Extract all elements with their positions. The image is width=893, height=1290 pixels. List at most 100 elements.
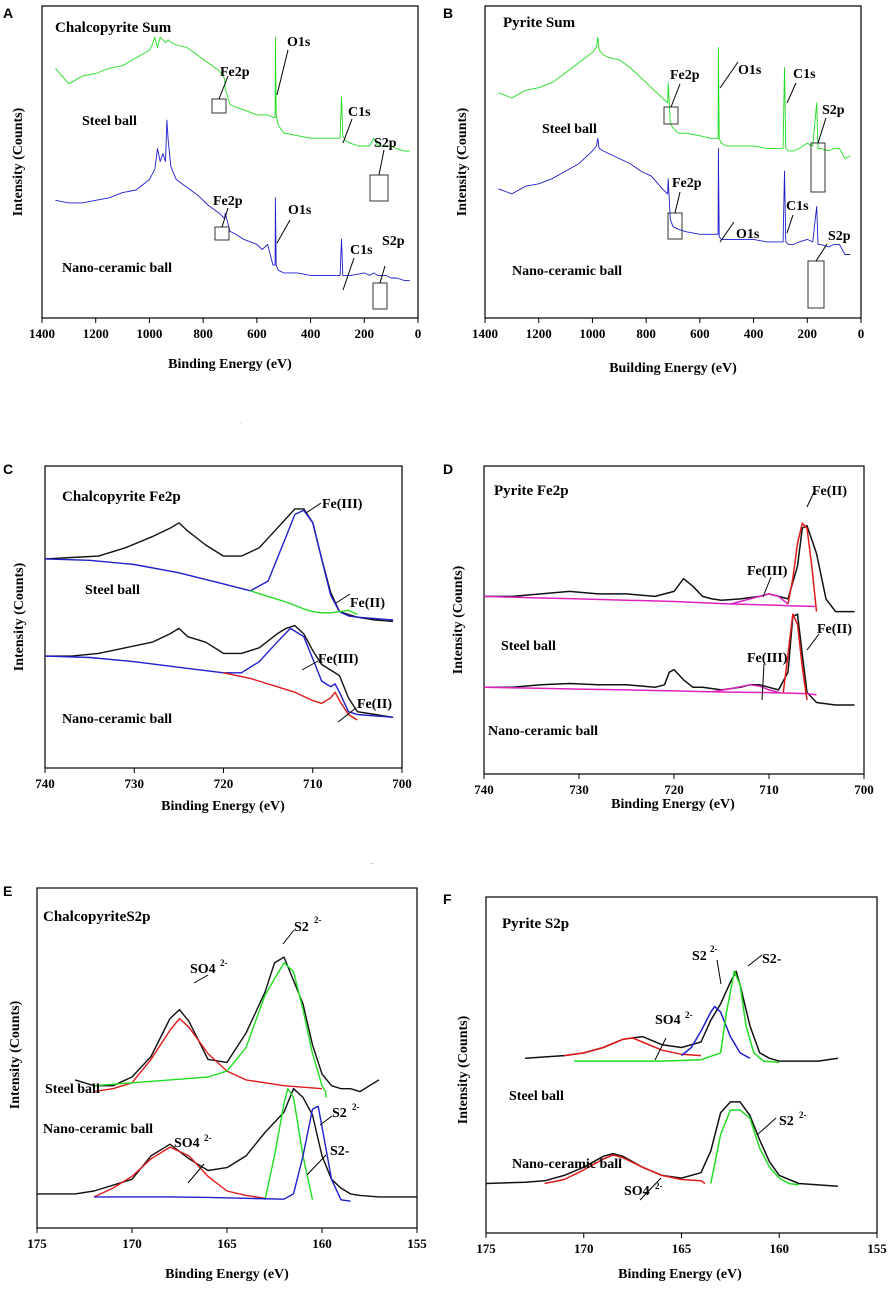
annotation-fe2-steel-d: Fe(II) <box>812 484 847 499</box>
x-tick-label-a-7: 0 <box>415 326 422 341</box>
label-nano-ceramic-e: Nano-ceramic ball <box>43 1122 153 1137</box>
annotation-box-fe2p-nano-a <box>214 226 230 241</box>
annotation-c1s-nano-b: C1s <box>786 199 809 214</box>
x-tick-label-d-4: 700 <box>854 782 874 797</box>
annotation-box-s2p-nano-b <box>807 260 825 309</box>
series-line-c-3 <box>45 624 394 718</box>
annotation-fe3-steel-c: Fe(III) <box>322 497 363 512</box>
label-steel-ball-a: Steel ball <box>82 114 137 129</box>
series-line-f-6 <box>710 1109 799 1186</box>
annotation-arrow-fe2p-nano-b <box>674 191 681 214</box>
panel-letter-e: E <box>3 883 12 899</box>
x-tick-label-a-4: 600 <box>247 326 267 341</box>
annotation-so4-charge-nano-f: 2- <box>655 1181 663 1191</box>
annotation-arrow-s2p-nano-a <box>379 265 386 284</box>
annotation-so4-nano-e: SO4 <box>174 1136 200 1151</box>
ticks-layer-a: 1400 1200 1000 800 600 400 200 0 <box>29 318 421 341</box>
annotation-arrow-fe3-nano-d <box>761 663 765 701</box>
annotation-fe2p-steel-a: Fe2p <box>220 65 250 80</box>
x-tick-label-f-1: 170 <box>574 1241 594 1256</box>
annotation-so4-charge-steel-e: 2- <box>220 958 228 968</box>
annotation-arrow-fe2-nano-c <box>337 707 357 723</box>
series-line-d-1 <box>483 595 817 608</box>
x-tick-label-d-3: 710 <box>759 782 779 797</box>
label-nano-ceramic-c: Nano-ceramic ball <box>62 712 172 727</box>
series-line-b-1 <box>498 137 851 255</box>
annotation-so4-nano-f: SO4 <box>624 1184 650 1199</box>
label-steel-ball-f: Steel ball <box>509 1089 564 1104</box>
x-tick-label-e-1: 170 <box>122 1236 142 1251</box>
series-line-f-4 <box>485 1101 838 1188</box>
panel-f: 175 170 165 160 155 Pyrite S2p Binding Energ… <box>456 896 887 1282</box>
chart-title-e: ChalcopyriteS2p <box>43 909 151 925</box>
series-line-c-1 <box>44 509 394 621</box>
series-line-f-5 <box>544 1154 706 1185</box>
x-tick-label-b-6: 200 <box>798 326 818 341</box>
x-axis-label-f: Binding Energy (eV) <box>618 1267 742 1282</box>
annotation-arrow-s2-steel-e <box>282 929 295 945</box>
annotation-arrow-c1s-steel-b <box>786 82 797 104</box>
plot-frame-a <box>41 5 419 319</box>
x-tick-label-f-4: 155 <box>867 1241 887 1256</box>
annotation-arrow-so4-steel-f <box>654 1037 667 1061</box>
x-tick-label-d-1: 730 <box>569 782 589 797</box>
plot-frame-b <box>484 5 862 319</box>
x-axis-label-b: Building Energy (eV) <box>609 361 737 376</box>
plot-frame-f <box>485 896 878 1234</box>
y-axis-label-f: Intensity (Counts) <box>456 1015 471 1124</box>
annotation-arrow-s2-steel-f <box>716 959 722 985</box>
annotation-c1s-nano-a: C1s <box>350 243 373 258</box>
x-tick-label-e-4: 155 <box>407 1236 427 1251</box>
y-axis-label-b: Intensity (Counts) <box>455 107 470 216</box>
ticks-layer-c: 740 730 720 710 700 <box>35 768 412 791</box>
series-line-e-6 <box>94 1105 351 1202</box>
annotation-arrow-c1s-nano-a <box>342 257 355 291</box>
annotation-fe2p-nano-a: Fe2p <box>213 194 243 209</box>
panel-b: 1400 1200 1000 800 600 400 200 0 Pyrite Sum Bui… <box>455 5 864 376</box>
annotation-arrow-s2minus-nano-e <box>306 1154 327 1176</box>
panel-letter-f: F <box>443 891 452 907</box>
annotation-arrow-fe3-steel-d <box>762 576 772 598</box>
series-layer-c <box>44 508 394 721</box>
annotation-s2-charge-nano-e: 2- <box>352 1102 360 1112</box>
annotation-o1s-steel-a: O1s <box>287 35 311 50</box>
annotation-arrow-s2p-steel-a <box>378 149 385 176</box>
x-tick-label-b-0: 1400 <box>472 326 498 341</box>
annotation-arrow-fe2-nano-d <box>806 633 820 651</box>
series-line-e-2 <box>93 962 327 1098</box>
annotation-c1s-steel-a: C1s <box>348 105 371 120</box>
x-tick-label-b-4: 600 <box>690 326 710 341</box>
series-layer-f <box>485 970 839 1188</box>
annotation-arrow-so4-nano-e <box>187 1163 205 1184</box>
x-tick-label-d-0: 740 <box>474 782 494 797</box>
series-line-c-2 <box>250 590 358 616</box>
ticks-layer-e: 175 170 165 160 155 <box>27 1228 427 1251</box>
series-line-f-1 <box>564 1037 702 1057</box>
x-tick-label-f-3: 160 <box>770 1241 790 1256</box>
x-tick-label-c-3: 710 <box>303 776 323 791</box>
label-nano-ceramic-a: Nano-ceramic ball <box>62 261 172 276</box>
annotation-c1s-steel-b: C1s <box>793 67 816 82</box>
series-line-d-0 <box>484 524 855 613</box>
annotation-s2minus-nano-e: S2- <box>330 1144 350 1159</box>
annotation-so4-charge-nano-e: 2- <box>204 1133 212 1143</box>
x-tick-label-a-2: 1000 <box>136 326 162 341</box>
x-tick-label-e-2: 165 <box>217 1236 237 1251</box>
annotation-fe3-steel-d: Fe(III) <box>747 564 788 579</box>
annotation-arrow-so4-steel-e <box>193 974 209 984</box>
annotation-s2p-steel-b: S2p <box>822 103 845 118</box>
series-line-d-7 <box>782 613 808 701</box>
annotation-o1s-nano-a: O1s <box>288 203 312 218</box>
panel-c: 740 730 720 710 700 Chalcopyrite Fe2p Bindin… <box>12 465 412 814</box>
x-axis-label-d: Binding Energy (eV) <box>611 797 735 812</box>
annotation-s2-nano-f: S2 <box>779 1114 794 1129</box>
x-axis-label-e: Binding Energy (eV) <box>165 1267 289 1282</box>
annotation-arrow-c1s-nano-b <box>786 214 794 234</box>
annotation-arrow-fe2p-steel-b <box>670 83 681 108</box>
annotation-fe2-nano-c: Fe(II) <box>357 697 392 712</box>
series-line-f-3 <box>574 970 780 1064</box>
x-tick-label-a-3: 800 <box>193 326 213 341</box>
stray-mark-2: .. <box>370 857 374 866</box>
annotation-arrow-s2minus-steel-f <box>747 954 763 967</box>
